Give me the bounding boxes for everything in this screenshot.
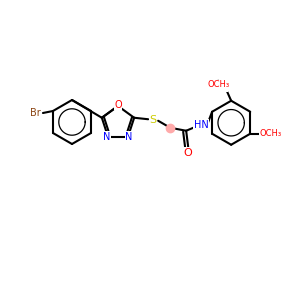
Text: O: O [184, 148, 193, 158]
Text: O: O [220, 82, 228, 92]
Text: HN: HN [194, 120, 208, 130]
Text: O: O [114, 100, 122, 110]
Text: S: S [150, 115, 157, 125]
Text: OCH₃: OCH₃ [207, 80, 229, 89]
Text: Br: Br [30, 108, 40, 118]
Text: N: N [103, 132, 111, 142]
Text: N: N [125, 132, 133, 142]
Text: OCH₃: OCH₃ [259, 129, 281, 138]
